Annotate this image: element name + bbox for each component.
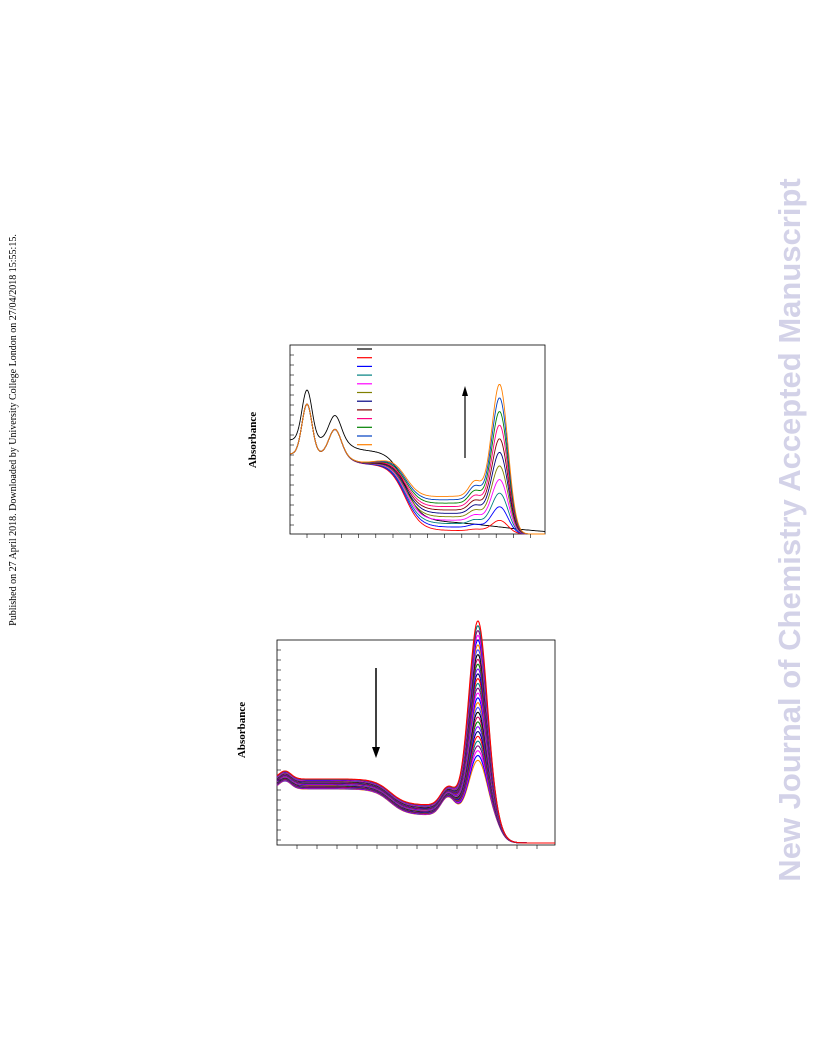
- spectrum-line: [276, 745, 555, 844]
- spectrum-line: [289, 384, 545, 535]
- spectra: [276, 348, 555, 844]
- y-axis-label: Absorbance: [247, 412, 259, 468]
- spectrum-line: [276, 692, 555, 844]
- spectrum-line: [276, 750, 555, 844]
- spectrum-line: [276, 706, 555, 844]
- spectrum-line: [276, 701, 555, 844]
- watermark: New Journal of Chemistry Accepted Manusc…: [772, 178, 807, 881]
- spectrum-line: [276, 735, 555, 844]
- spectrum-line: [289, 389, 545, 532]
- arrow-head: [372, 747, 380, 758]
- plot-frame: [276, 639, 556, 846]
- side-note: Published on 27 April 2018. Downloaded b…: [8, 234, 19, 626]
- spectrum-line: [276, 740, 555, 844]
- spectrum-line: [276, 663, 555, 844]
- spectrum-line: [276, 658, 555, 844]
- spectrum-line: [276, 668, 555, 844]
- spectrum-line: [276, 653, 555, 844]
- spectrum-line: [276, 730, 555, 844]
- spectrum-line: [276, 754, 555, 844]
- spectrum-line: [276, 620, 555, 844]
- arrow-head: [462, 386, 468, 396]
- spectrum-line: [276, 711, 555, 844]
- spectrum-line: [276, 677, 555, 844]
- spectrum-line: [276, 682, 555, 844]
- y-axis-label: Absorbance: [236, 702, 248, 758]
- spectrum-line: [276, 687, 555, 844]
- spectrum-line: [276, 759, 555, 844]
- spectrum-line: [276, 673, 555, 844]
- spectrum-line: [276, 697, 555, 844]
